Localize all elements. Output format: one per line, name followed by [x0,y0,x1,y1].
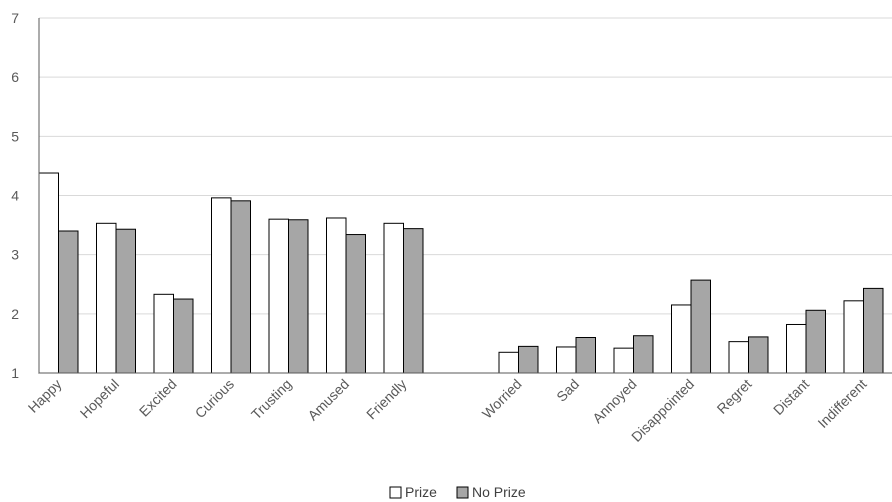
y-tick-label: 1 [11,365,19,381]
category-label: Amused [304,376,352,424]
category-label: Annoyed [589,376,639,426]
gridlines [39,17,892,315]
bar-no-prize [748,336,769,374]
category-label: Trusting [248,376,295,423]
bar-prize [843,300,864,374]
bar-no-prize [58,230,79,374]
bar-no-prize [115,228,136,374]
bar-no-prize [403,228,424,374]
bar-no-prize [288,219,309,374]
bar-prize [556,346,577,374]
bar-prize [153,293,174,374]
bar-prize [671,304,692,374]
bar-no-prize [575,337,596,374]
bar-no-prize [863,287,884,374]
legend: Prize No Prize [389,484,526,500]
category-label: Curious [192,376,237,421]
bar-no-prize [345,234,366,374]
category-label: Indifferent [814,376,869,431]
category-label: Hopeful [77,376,122,421]
bar-prize [728,341,749,374]
legend-label-prize: Prize [405,484,437,500]
bar-prize [211,197,232,374]
bar-prize [326,217,347,374]
bar-prize [96,222,117,374]
bar-prize [38,172,59,374]
legend-swatch-prize [389,486,402,499]
bar-prize [383,222,404,374]
bar-prize [498,351,519,374]
category-label: Sad [553,376,582,405]
bar-no-prize [173,298,194,374]
bar-no-prize [518,345,539,374]
legend-label-no-prize: No Prize [472,484,526,500]
y-tick-label: 4 [11,188,19,204]
bar-no-prize [690,279,711,374]
category-label: Worried [479,376,525,422]
bar-no-prize [805,309,826,374]
bar-no-prize [633,335,654,374]
y-axis-tick-labels: 1 2 3 4 5 6 7 [11,10,19,381]
category-label: Distant [770,376,812,418]
category-label: Happy [25,376,65,416]
y-tick-label: 3 [11,247,19,263]
category-label: Excited [136,376,180,420]
y-tick-label: 7 [11,10,19,26]
legend-swatch-no-prize [456,486,469,499]
y-tick-label: 5 [11,128,19,144]
bars [38,172,884,374]
y-tick-label: 2 [11,306,19,322]
category-label: Friendly [363,376,410,423]
bar-prize [786,323,807,374]
category-labels: Happy Hopeful Excited Curious Trusting Amused… [25,376,870,445]
bar-prize [268,218,289,374]
category-label: Regret [714,376,755,417]
bar-no-prize [230,200,251,374]
y-tick-label: 6 [11,69,19,85]
bar-prize [613,347,634,374]
